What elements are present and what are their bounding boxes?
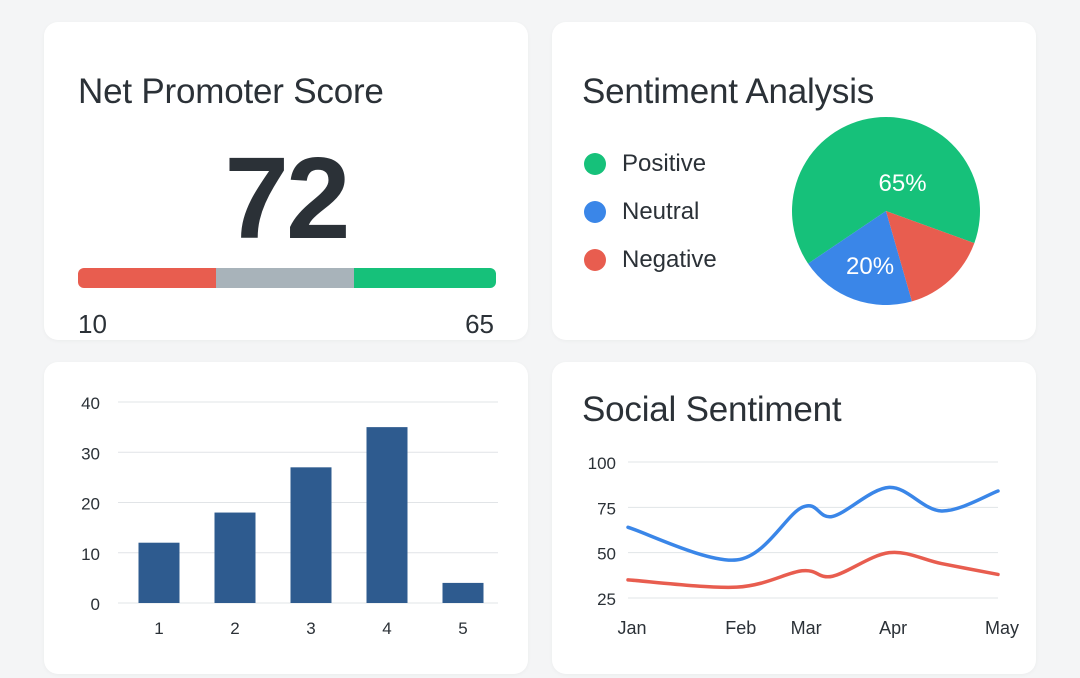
legend-item-neutral: Neutral [584, 198, 699, 226]
bar-x-tick-label: 5 [458, 619, 467, 638]
line-y-tick-label: 75 [597, 499, 616, 518]
bar-y-tick-label: 0 [91, 595, 100, 614]
nps-bar-promoters [353, 268, 496, 288]
bar-1 [138, 542, 180, 603]
bar-x-tick-label: 3 [306, 619, 315, 638]
pie-label-neutral: 20% [846, 253, 894, 280]
pie-label-positive: 65% [879, 170, 927, 197]
line-y-tick-label: 50 [597, 545, 616, 564]
legend-label-negative: Negative [622, 246, 717, 273]
bar-chart-card: 0 10 20 30 40 1 2 3 4 5 [44, 362, 528, 674]
bar-x-tick-label: 1 [154, 619, 163, 638]
line-y-tick-label: 100 [588, 454, 616, 473]
legend-label-positive: Positive [622, 150, 707, 177]
bar-3 [290, 467, 332, 603]
legend-dot-positive [584, 153, 606, 175]
social-card: Social Sentiment 25 50 75 100 Jan Feb Mar Apr Ma… [552, 362, 1036, 674]
line-x-tick-mar: Mar [791, 618, 822, 638]
bar-chart: 0 10 20 30 40 1 2 3 4 5 [81, 394, 498, 638]
bar-y-tick-label: 10 [81, 545, 100, 564]
sentiment-pie-chart: 65% 20% [792, 116, 980, 305]
social-title: Social Sentiment [582, 390, 842, 429]
social-line-chart: 25 50 75 100 Jan Feb Mar Apr May [588, 454, 1019, 638]
pie-slice-negative [886, 211, 975, 302]
sentiment-card: Sentiment Analysis Positive Neutral Nega… [552, 22, 1036, 340]
nps-min-label: 10 [78, 309, 107, 339]
line-x-tick-apr: Apr [879, 618, 907, 638]
bar-4 [366, 427, 408, 603]
bar-y-tick-label: 30 [81, 444, 100, 463]
line-y-tick-label: 25 [597, 590, 616, 609]
nps-title: Net Promoter Score [78, 72, 384, 111]
bar-y-tick-label: 40 [81, 394, 100, 413]
nps-bar [78, 268, 496, 288]
bar-x-tick-label: 4 [382, 619, 391, 638]
line-x-tick-jan: Jan [617, 618, 646, 638]
line-x-tick-may: May [985, 618, 1019, 638]
legend-item-positive: Positive [584, 150, 706, 178]
line-series-0 [626, 485, 1000, 562]
legend-dot-neutral [584, 201, 606, 223]
nps-bar-detractors [78, 268, 216, 288]
pie-slice-neutral [808, 211, 912, 305]
pie-slice-positive [792, 116, 980, 264]
bar-y-tick-label: 20 [81, 495, 100, 514]
sentiment-title: Sentiment Analysis [582, 72, 875, 111]
bar-2 [214, 512, 256, 603]
nps-card: Net Promoter Score 72 10 65 [44, 22, 528, 340]
line-series-1 [626, 550, 1000, 590]
line-x-tick-feb: Feb [725, 618, 756, 638]
nps-score: 72 [224, 133, 350, 263]
legend-dot-negative [584, 249, 606, 271]
legend-item-negative: Negative [584, 246, 717, 274]
legend-label-neutral: Neutral [622, 198, 700, 225]
bar-x-tick-label: 2 [230, 619, 239, 638]
bar-5 [442, 582, 484, 603]
nps-bar-passives [215, 268, 354, 288]
nps-max-label: 65 [465, 309, 494, 339]
